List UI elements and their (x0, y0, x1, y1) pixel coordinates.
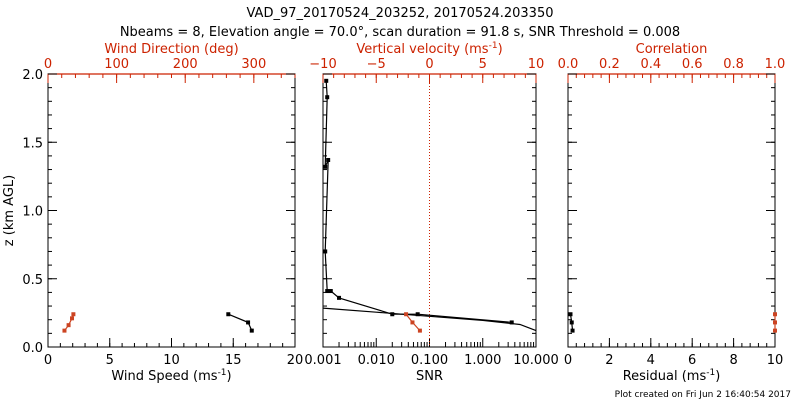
wind-direction-point (71, 312, 76, 317)
snr-profile-point (323, 164, 328, 169)
y-tick-label: 0.0 (22, 341, 43, 356)
panel3-top-tick-label: 1.0 (765, 57, 786, 72)
panel3: 0 2 4 6 8 10 0.0 0.2 0.4 0.6 0.8 1.0 Residual (ms-1)… (558, 42, 786, 384)
panel3-top-tick-label: 0.2 (599, 57, 620, 72)
panel2-top-tick-label: −5 (367, 57, 386, 72)
panel2-top-axis-title-end: ) (498, 42, 503, 57)
panel1-top-tick-label: 200 (173, 57, 198, 72)
y-tick-label: 1.0 (22, 205, 43, 220)
wind-direction-line (64, 314, 74, 331)
panel3-x-axis-label-end: ) (715, 369, 720, 384)
panel1-x-axis-label-sup: -1 (218, 368, 227, 378)
y-axis-label: z (km AGL) (2, 175, 17, 246)
panel3-top-axis-title: Correlation (636, 42, 708, 57)
vertical-velocity-point (410, 320, 415, 325)
wind-direction-point (70, 316, 75, 321)
panel3-x-tick-label: 8 (729, 353, 737, 368)
panel1-x-axis-label-text: Wind Speed (ms (111, 369, 217, 384)
snr-profile-point (328, 289, 333, 294)
panel3-top-tick-label: 0.6 (682, 57, 703, 72)
y-tick-label: 2.0 (22, 68, 43, 83)
panel1-x-tick-label: 15 (225, 353, 242, 368)
panel3-x-axis-label-text: Residual (ms (623, 369, 707, 384)
panel2-top-tick-label: 0 (425, 57, 433, 72)
residual-point (569, 320, 574, 325)
correlation-point (773, 328, 777, 333)
panel2-top-tick-label: 5 (479, 57, 487, 72)
panel1-x-tick-label: 10 (163, 353, 180, 368)
panel1-top-tick-label: 100 (104, 57, 129, 72)
panel3-x-tick-label: 4 (647, 353, 655, 368)
snr-profile-point (323, 249, 328, 254)
panel2-x-axis-label-text: SNR (416, 369, 443, 384)
y-tick-label: 0.5 (22, 273, 43, 288)
panel3-frame (567, 73, 776, 348)
panel1-top-axis-title: Wind Direction (deg) (104, 42, 238, 57)
panel3-x-tick-label: 10 (767, 353, 784, 368)
snr-profile-point (325, 289, 330, 294)
snr-profile-line (324, 80, 512, 323)
snr-profile-point (390, 312, 395, 317)
panel1-top-tick-label: 300 (241, 57, 266, 72)
wind-speed-point (249, 328, 254, 333)
correlation-point (773, 312, 777, 317)
snr-fit-line (322, 307, 537, 332)
panel1-top-tick-label: 0 (44, 57, 52, 72)
plot-created-footer: Plot created on Fri Jun 2 16:40:54 2017 (615, 390, 791, 400)
wind-speed-point (226, 312, 231, 317)
panel1-frame (47, 73, 296, 348)
snr-profile-point (325, 95, 330, 100)
panel2-top-tick-label: −10 (309, 57, 336, 72)
wind-speed-point (246, 320, 251, 325)
panel1-x-tick-label: 0 (44, 353, 52, 368)
snr-profile-point (324, 78, 329, 83)
panel2-x-tick-label: 10.000 (513, 353, 559, 368)
panel1-x-tick-label: 5 (106, 353, 114, 368)
snr-profile-point (326, 157, 331, 162)
panel2-x-axis-label: SNR (416, 369, 443, 384)
panel1-top-axis-title-text: Wind Direction (deg) (104, 42, 238, 57)
panel3-x-tick-label: 6 (688, 353, 696, 368)
residual-point (568, 312, 573, 317)
figure-title: VAD_97_20170524_203252, 20170524.203350 (247, 6, 554, 21)
panel3-x-tick-label: 0 (564, 353, 572, 368)
panel2-top-tick-label: 10 (528, 57, 545, 72)
panel1-x-axis-label: Wind Speed (ms-1) (111, 368, 231, 384)
panel3-top-tick-label: 0.4 (640, 57, 661, 72)
panel1-x-tick-label: 20 (287, 353, 304, 368)
panel1-x-axis-label-end: ) (227, 369, 232, 384)
vertical-velocity-point (404, 312, 409, 317)
wind-direction-point (66, 323, 71, 328)
panel2-top-axis-title-sup: -1 (489, 41, 498, 51)
vertical-velocity-point (417, 328, 422, 333)
panel3-top-axis-title-text: Correlation (636, 42, 708, 57)
panel2-x-tick-label: 0.100 (411, 353, 448, 368)
panel2-x-tick-label: 0.001 (304, 353, 341, 368)
wind-direction-point (62, 328, 67, 333)
panel2: 0.001 0.010 0.100 1.000 10.000 −10 −5 0 5 10 SNR Ve… (304, 41, 558, 384)
snr-profile-point (337, 295, 342, 300)
panel2-x-tick-label: 0.010 (358, 353, 395, 368)
correlation-point (773, 320, 777, 325)
panel2-top-axis-title: Vertical velocity (ms-1) (356, 41, 502, 57)
residual-point (570, 328, 575, 333)
y-tick-label: 1.5 (22, 136, 43, 151)
panel3-x-axis-label: Residual (ms-1) (623, 368, 721, 384)
panel2-top-axis-title-text: Vertical velocity (ms (356, 42, 488, 57)
figure-subtitle: Nbeams = 8, Elevation angle = 70.0°, sca… (120, 25, 680, 40)
panel3-top-tick-label: 0.8 (723, 57, 744, 72)
panel3-top-tick-label: 0.0 (558, 57, 579, 72)
panel2-frame (322, 73, 537, 348)
snr-profile-point (509, 320, 514, 325)
panel3-x-axis-label-sup: -1 (706, 368, 715, 378)
panel3-x-tick-label: 2 (605, 353, 613, 368)
snr-profile-point (415, 312, 420, 317)
panel2-x-tick-label: 1.000 (464, 353, 501, 368)
